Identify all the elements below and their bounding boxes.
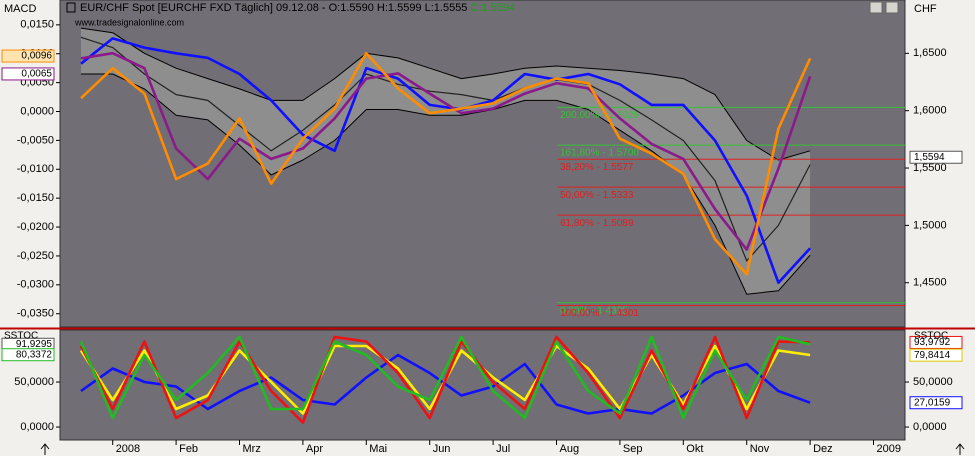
series-line bbox=[79, 335, 811, 420]
fib-label: 200,00% - 1.6029 bbox=[560, 110, 639, 121]
y2-tick-label: 1,6500 bbox=[913, 47, 947, 59]
y-title: SSTOC bbox=[4, 331, 38, 342]
value-tag bbox=[1, 348, 55, 362]
value-tag bbox=[1, 49, 55, 63]
y-title: MACD bbox=[4, 3, 36, 15]
y-tick-label: 0,0000 bbox=[20, 105, 54, 117]
series-line bbox=[80, 51, 812, 276]
x-tick-label: Mrz bbox=[243, 443, 261, 455]
value-tag bbox=[909, 335, 963, 349]
maximize-button[interactable] bbox=[885, 1, 899, 14]
value-tag-label: 80,3372 bbox=[16, 349, 53, 360]
minimize-button[interactable] bbox=[869, 1, 883, 14]
y-tick-label: -0,0150 bbox=[17, 192, 54, 204]
fib-label: 0,00% - 1.4325 bbox=[560, 305, 628, 316]
series-line bbox=[80, 36, 811, 262]
fib-label: 161,80% - 1.5700 bbox=[560, 148, 639, 159]
y2-tick-label: 1,4500 bbox=[913, 277, 947, 289]
fib-label: 100,00% - 1.4301 bbox=[560, 308, 639, 319]
x-tick-label: 2008 bbox=[116, 443, 140, 455]
chart-title: EUR/CHF Spot [EURCHF FXD Täglich] 09.12.… bbox=[80, 2, 515, 14]
y-tick-label: -0,0200 bbox=[17, 221, 54, 233]
y2-tick-label: 50,0000 bbox=[913, 376, 953, 388]
series-line bbox=[80, 353, 811, 415]
series-line bbox=[80, 37, 812, 284]
watermark: www.tradesignalonline.com bbox=[74, 17, 184, 27]
fib-label: 38,20% - 1.5577 bbox=[560, 162, 634, 173]
series-line bbox=[80, 51, 812, 251]
x-tick-label: Dez bbox=[813, 443, 833, 455]
value-tag-label: 0,0065 bbox=[21, 69, 52, 80]
x-tick-label: Mai bbox=[369, 443, 387, 455]
x-tick-label: Jun bbox=[433, 443, 451, 455]
value-tag bbox=[1, 67, 55, 81]
plot-layer: 0,01500,01000,00500,0000-0,0050-0,0100-0… bbox=[1, 19, 963, 455]
y-tick-label: -0,0050 bbox=[17, 134, 54, 146]
series-line bbox=[79, 335, 811, 424]
y-tick-label: -0,0300 bbox=[17, 279, 54, 291]
value-tag-label: 27,0159 bbox=[914, 397, 951, 408]
value-tag-label: 1,5594 bbox=[914, 152, 945, 163]
x-tick-label: Okt bbox=[686, 443, 703, 455]
value-tag bbox=[909, 150, 963, 164]
y-tick-label: -0,0350 bbox=[17, 308, 54, 320]
title-text: EUR/CHF Spot [EURCHF FXD Täglich] 09.12.… bbox=[80, 2, 467, 14]
y2-tick-label: 1,6000 bbox=[913, 105, 947, 117]
y2-tick-label: 1,5000 bbox=[913, 219, 947, 231]
x-tick-label: Feb bbox=[179, 443, 198, 455]
value-tag-label: 91,9295 bbox=[16, 339, 53, 350]
y-tick-label: 50,0000 bbox=[14, 376, 54, 388]
value-tag bbox=[909, 396, 963, 410]
fib-label: 50,00% - 1.5333 bbox=[560, 190, 634, 201]
y-tick-label: 0,0150 bbox=[20, 19, 54, 31]
x-tick-label: Nov bbox=[750, 443, 770, 455]
band-upper bbox=[80, 27, 811, 161]
value-tag-label: 79,8414 bbox=[914, 350, 951, 361]
x-tick-label: Jul bbox=[496, 443, 510, 455]
x-tick-label: Apr bbox=[306, 443, 323, 455]
y-tick-label: -0,0100 bbox=[17, 163, 54, 175]
close-label: C:1.5594 bbox=[471, 2, 516, 14]
band-fill bbox=[81, 28, 811, 295]
y2-tick-label: 1,5500 bbox=[913, 162, 947, 174]
fib-label: 61,80% - 1.5089 bbox=[560, 218, 634, 229]
value-tag-label: 0,0096 bbox=[21, 51, 52, 62]
value-tag-label: 93,9792 bbox=[914, 337, 951, 348]
chart-icon bbox=[66, 2, 76, 13]
x-tick-label: Aug bbox=[560, 443, 580, 455]
scroll-arrows[interactable] bbox=[40, 443, 965, 455]
value-tag bbox=[909, 348, 963, 362]
y-tick-label: 0,0000 bbox=[20, 421, 54, 433]
x-tick-label: 2009 bbox=[877, 443, 901, 455]
y2-title: SSTOC bbox=[914, 331, 948, 342]
y2-title: CHF bbox=[914, 3, 937, 15]
stoch-panel bbox=[59, 329, 906, 441]
x-tick-label: Sep bbox=[623, 443, 643, 455]
y2-tick-label: 0,0000 bbox=[913, 421, 947, 433]
y-tick-label: -0,0250 bbox=[17, 250, 54, 262]
